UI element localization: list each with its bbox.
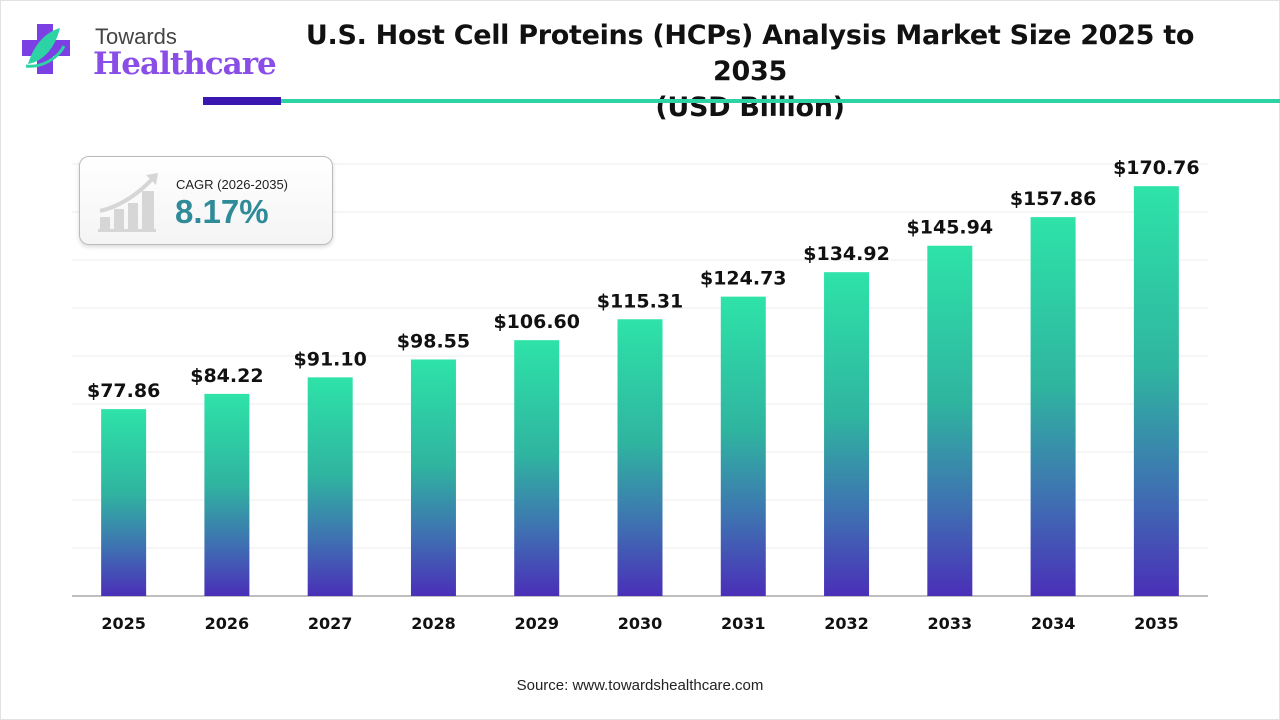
bar-2031 [720,296,766,596]
x-tick-label: 2028 [411,614,456,633]
x-tick-label: 2033 [928,614,973,633]
data-label-2035: $170.76 [1113,157,1200,179]
bar-2034 [1030,217,1076,597]
bar-2032 [824,272,870,596]
cagr-value: 8.17% [175,193,269,230]
x-tick-label: 2034 [1031,614,1076,633]
x-tick-label: 2025 [101,614,146,633]
medical-cross-leaf-icon [22,24,70,74]
bar-2035 [1133,186,1179,596]
x-tick-label: 2026 [205,614,250,633]
data-label-2025: $77.86 [87,380,160,402]
brand-line1: Towards [95,24,177,49]
data-label-2029: $106.60 [493,311,580,333]
data-label-2027: $91.10 [294,348,367,370]
x-tick-label: 2029 [514,614,559,633]
title-underline-dark [203,97,281,105]
bar-2029 [514,340,560,596]
title-underline-teal [281,99,1280,103]
chart-title: U.S. Host Cell Proteins (HCPs) Analysis … [270,18,1230,126]
title-line-2: (USD Billion) [655,92,845,123]
cagr-label: CAGR (2026-2035) [176,177,288,192]
title-line-1: U.S. Host Cell Proteins (HCPs) Analysis … [305,20,1195,87]
brand-line2: Healthcare [93,46,277,82]
x-tick-label: 2030 [618,614,663,633]
x-tick-label: 2027 [308,614,353,633]
source-note: Source: www.towardshealthcare.com [516,677,764,694]
bar-2027 [307,377,353,596]
growth-chart-icon [98,173,158,232]
bar-2033 [927,245,973,596]
data-label-2033: $145.94 [907,217,994,239]
cagr-card: CAGR (2026-2035) 8.17% [79,156,333,245]
data-label-2026: $84.22 [190,365,263,387]
data-label-2028: $98.55 [397,330,470,352]
x-tick-label: 2032 [824,614,869,633]
bar-2026 [204,393,250,596]
x-tick-label: 2035 [1134,614,1179,633]
data-label-2034: $157.86 [1010,188,1097,210]
data-label-2030: $115.31 [597,290,684,312]
bar-2028 [410,359,456,596]
data-label-2031: $124.73 [700,268,787,290]
data-label-2032: $134.92 [803,243,890,265]
bar-2025 [101,409,147,596]
bar-2030 [617,319,663,596]
x-tick-label: 2031 [721,614,766,633]
brand-logo: Towards Healthcare [20,22,277,82]
